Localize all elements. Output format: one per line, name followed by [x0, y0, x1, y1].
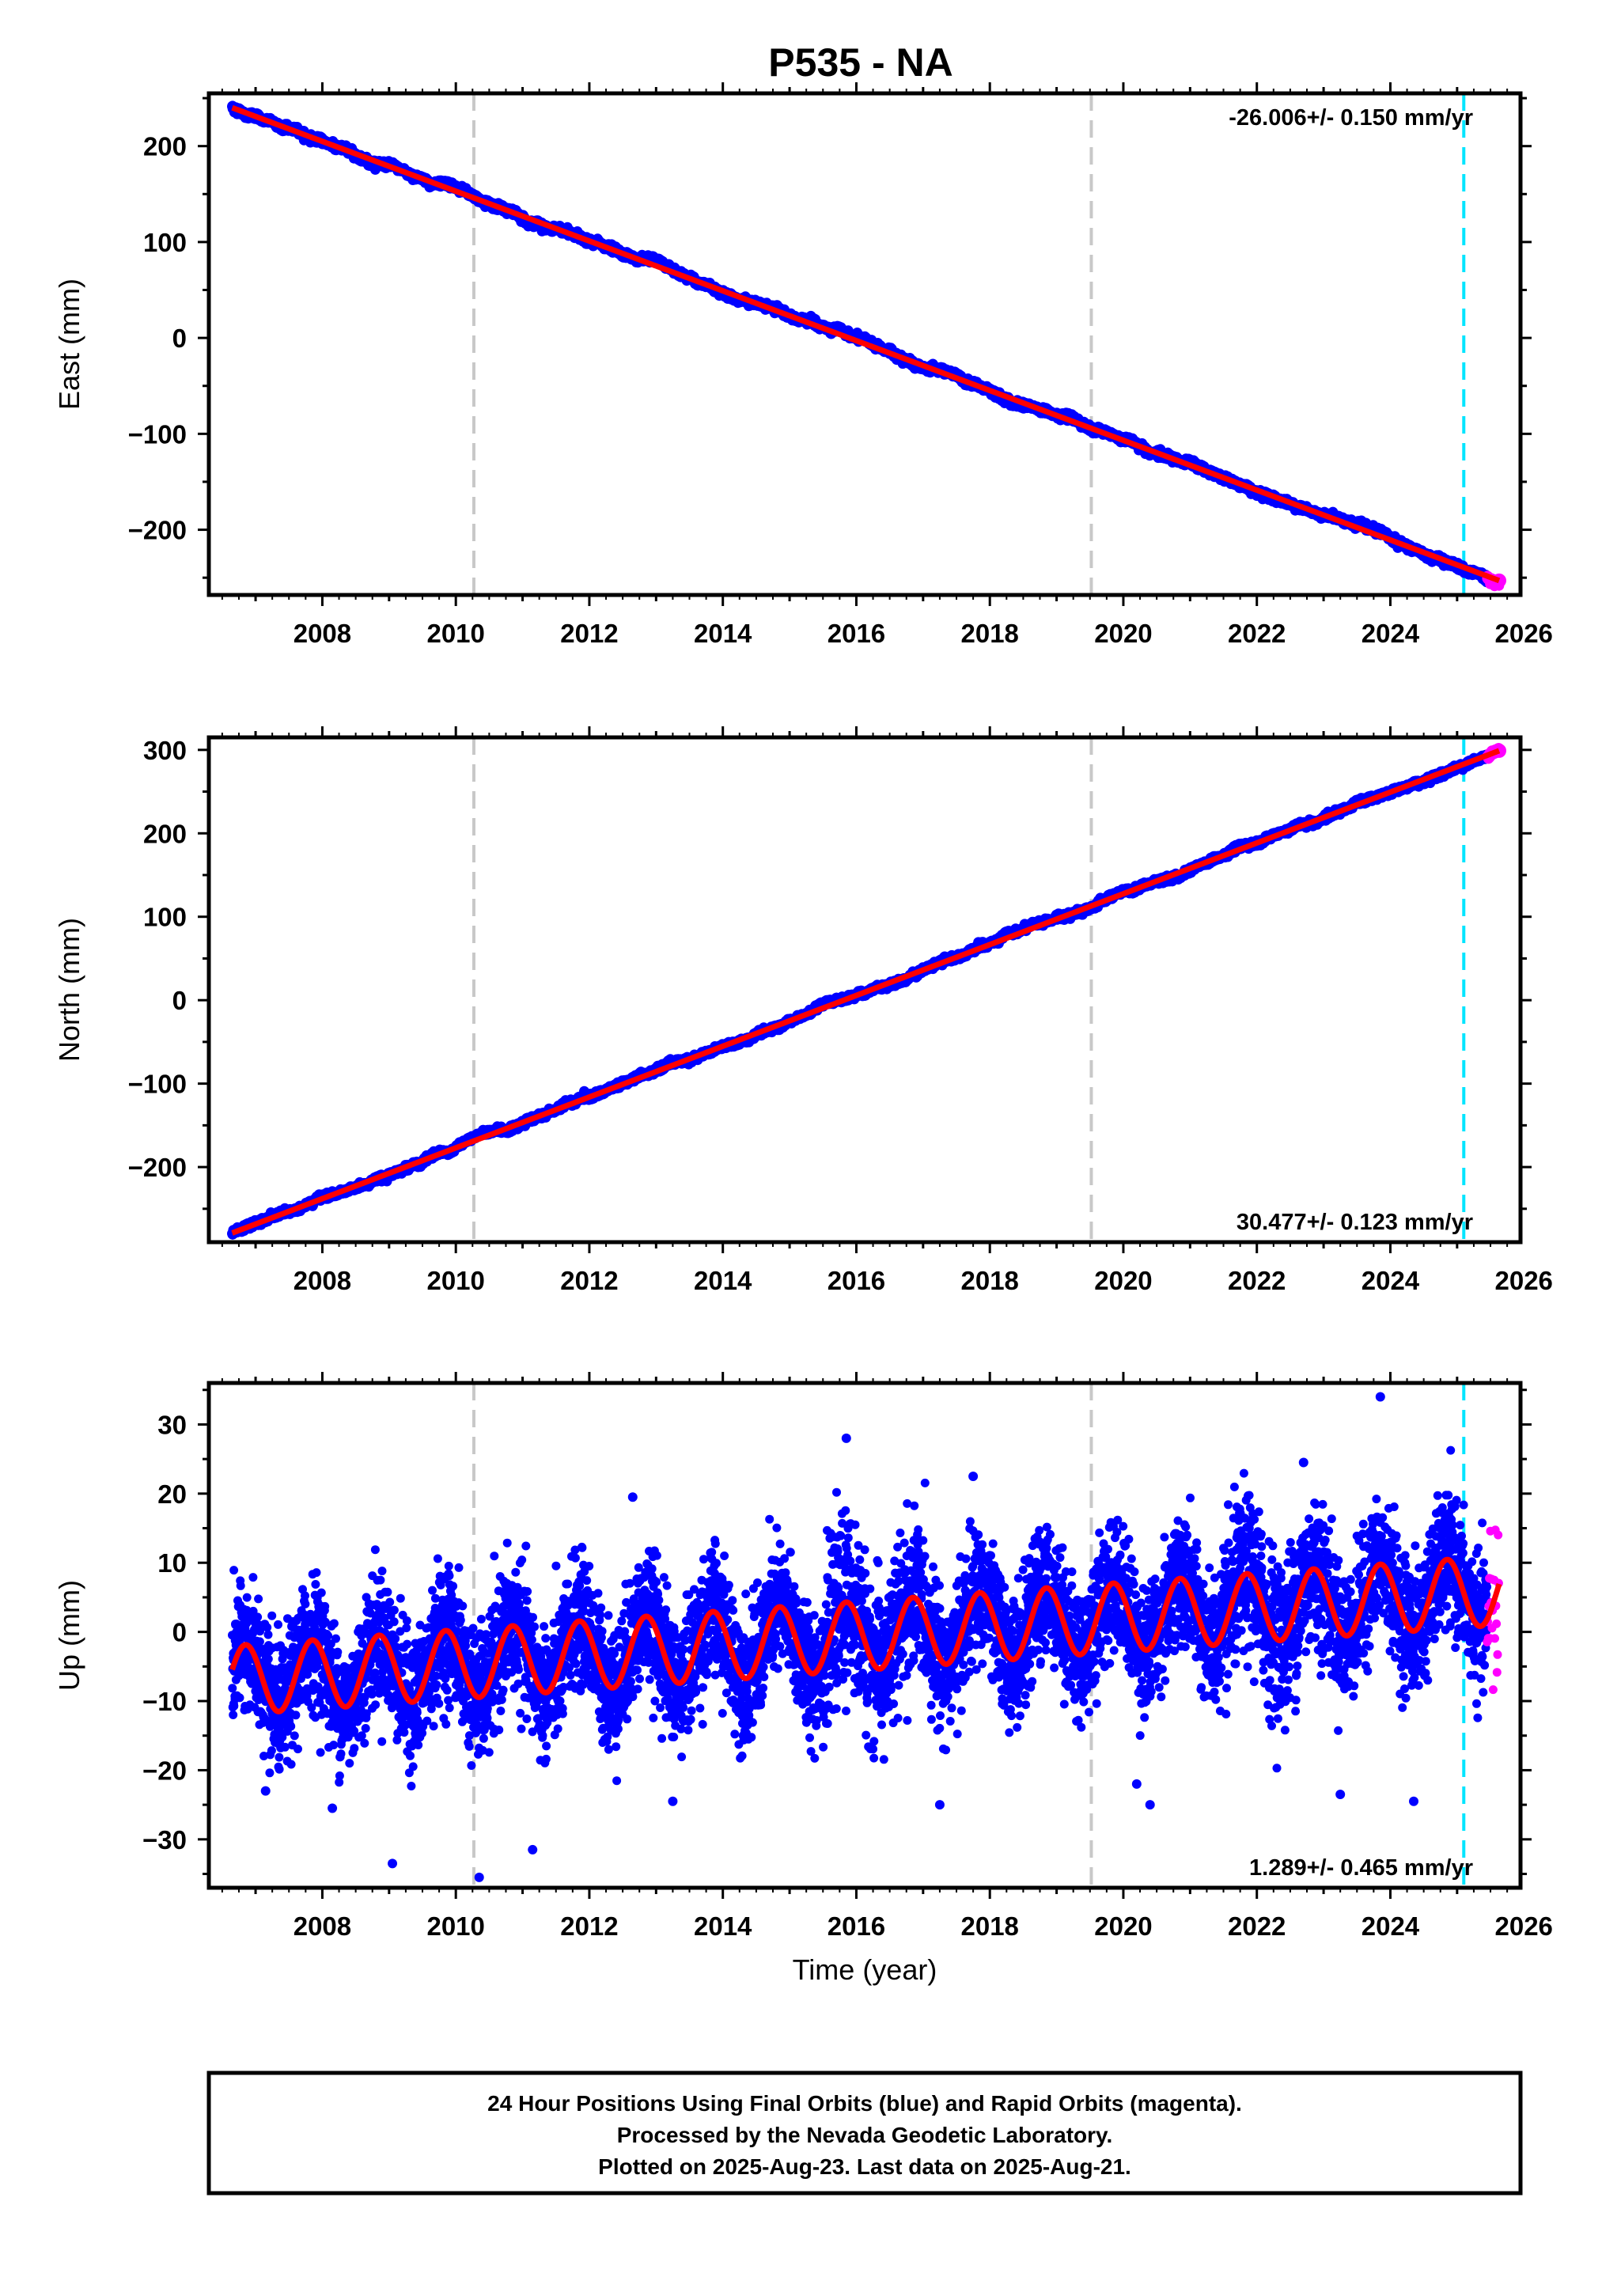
plot-area-north [227, 737, 1506, 1242]
y-tick-label: −200 [128, 516, 187, 545]
x-tick-label: 2008 [294, 619, 351, 648]
chart-title: P535 - NA [768, 40, 952, 85]
y-tick-label: 0 [172, 324, 187, 353]
y-axis-label-east: East (mm) [53, 278, 85, 410]
x-tick-label: 2024 [1362, 619, 1420, 648]
x-axis-east: 2008 2010 2012 2014 2016 2018 2020 2022 2024 2026 [221, 82, 1553, 648]
panel-north: 2008 2010 2012 2014 2016 2018 2020 2022 2024 2026… [53, 726, 1553, 1295]
x-tick-label: 2022 [1228, 619, 1286, 648]
x-tick-label: 2010 [426, 619, 484, 648]
x-tick-label: 2020 [1094, 619, 1152, 648]
x-tick-label: 2018 [960, 619, 1018, 648]
y-tick-label: 200 [143, 132, 187, 161]
x-tick-label: 2016 [828, 619, 885, 648]
plot-area-east [227, 93, 1506, 595]
model-curve-east [229, 104, 1502, 584]
y-tick-label: 100 [143, 228, 187, 257]
rate-label-east: -26.006+/- 0.150 mm/yr [1229, 105, 1473, 131]
x-tick-label: 2026 [1495, 619, 1553, 648]
panels: 2008 2010 2012 2014 2016 2018 2020 2022 2024 2026… [53, 82, 1553, 1986]
panel-east: 2008 2010 2012 2014 2016 2018 2020 2022 2024 2026… [53, 82, 1553, 648]
y-tick-label: −100 [128, 419, 187, 449]
x-tick-label: 2012 [560, 619, 618, 648]
x-tick-label: 2014 [694, 619, 752, 648]
